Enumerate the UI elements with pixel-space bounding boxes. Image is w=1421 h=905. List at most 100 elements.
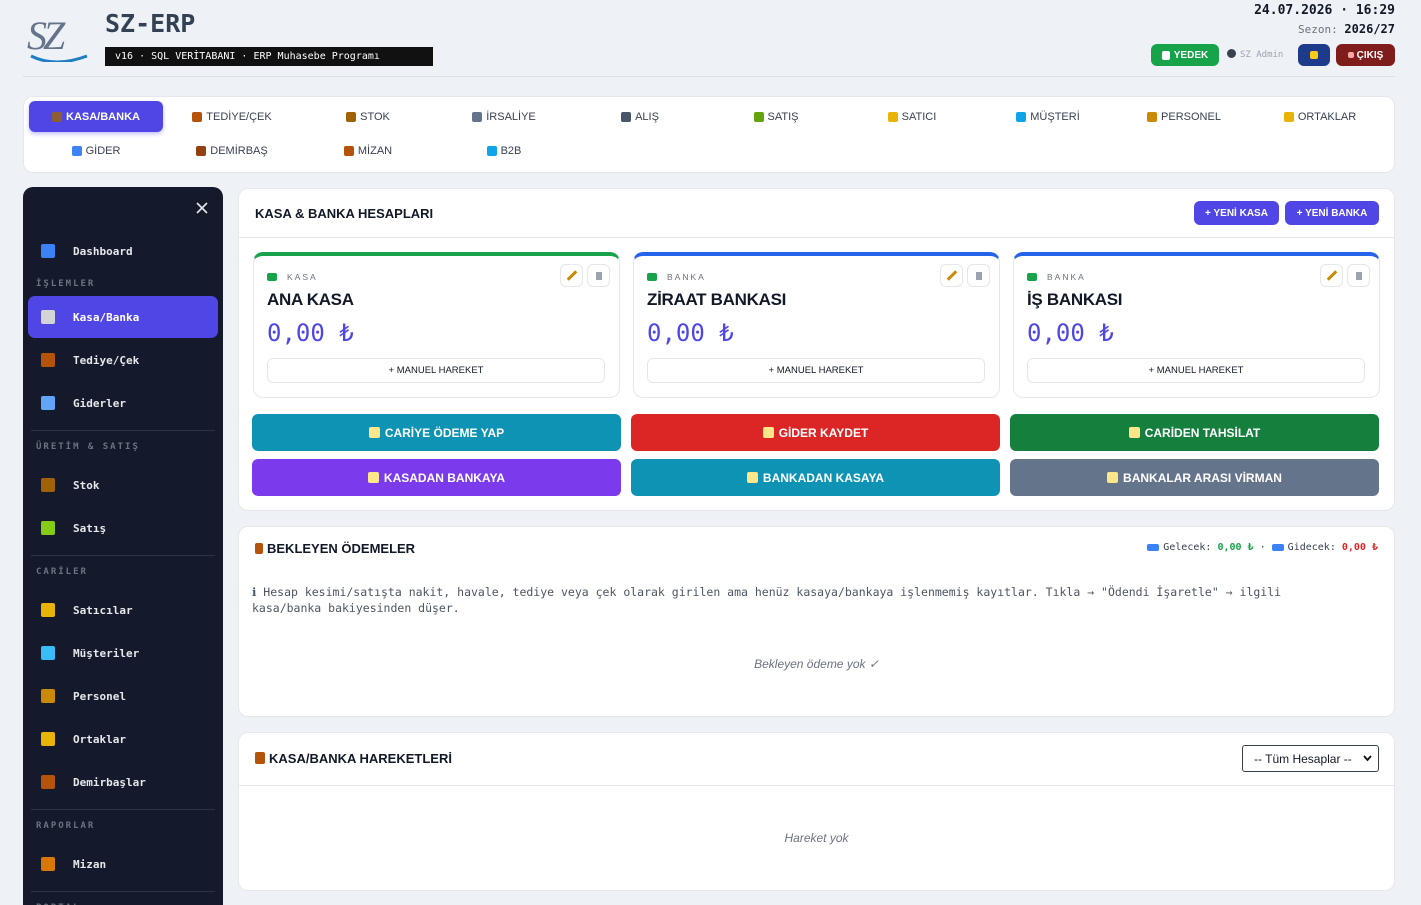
module-tab[interactable]: DEMİRBAŞ [165, 135, 299, 166]
filter-value: -- Tüm Hesaplar -- [1254, 751, 1352, 766]
action-button[interactable]: CARİDEN TAHSİLAT [1010, 414, 1379, 451]
icon [192, 111, 203, 122]
module-tab[interactable]: İRSALİYE [437, 101, 571, 132]
module-tab[interactable]: B2B [437, 135, 571, 166]
module-tab[interactable]: ORTAKLAR [1253, 101, 1387, 132]
edit-button[interactable] [1320, 264, 1343, 287]
edit-button[interactable] [940, 264, 963, 287]
icon [621, 111, 632, 122]
sidebar-item[interactable]: Dashboard [28, 230, 218, 272]
pending-info: ℹ Hesap kesimi/satışta nakit, havale, te… [252, 585, 1282, 615]
icon [71, 145, 82, 156]
sidebar-item[interactable]: Kasa/Banka [28, 296, 218, 338]
edit-button[interactable] [560, 264, 583, 287]
action-button[interactable]: CARİYE ÖDEME YAP [252, 414, 621, 451]
module-tab[interactable]: STOK [301, 101, 435, 132]
action-button[interactable]: BANKADAN KASAYA [631, 459, 1000, 496]
account-name: ANA KASA [267, 290, 354, 309]
pending-title: BEKLEYEN ÖDEMELER [267, 541, 416, 556]
tab-label: KASA/BANKA [66, 110, 140, 123]
sidebar-item[interactable]: Demirbaşlar [28, 761, 218, 803]
sidebar-item[interactable]: Satış [28, 507, 218, 549]
logo-text: SZ [27, 13, 65, 58]
module-tabs: KASA/BANKA TEDİYE/ÇEK STOK İRSALİYE ALIŞ SATI… [23, 96, 1395, 173]
backup-button[interactable]: YEDEK [1151, 44, 1219, 66]
sidebar-item-label: Demirbaşlar [73, 775, 146, 789]
delete-button[interactable] [967, 264, 990, 287]
lock-button[interactable] [1298, 44, 1330, 66]
manual-transaction-button[interactable]: + MANUEL HAREKET [267, 358, 605, 383]
sidebar-item[interactable]: Mizan [28, 843, 218, 885]
icon [41, 646, 55, 660]
account-type-label: KASA [287, 272, 318, 282]
icon [647, 273, 657, 281]
manual-transaction-button[interactable]: + MANUEL HAREKET [1027, 358, 1365, 383]
sidebar-section-title: ÜRETİM & SATIŞ [31, 430, 215, 464]
sidebar-item[interactable]: Ortaklar [28, 718, 218, 760]
icon [486, 145, 497, 156]
module-tab[interactable]: KASA/BANKA [29, 101, 163, 132]
account-filter[interactable]: -- Tüm Hesaplar -- [1242, 745, 1379, 772]
action-label: BANKADAN KASAYA [762, 470, 885, 485]
user-badge: SZ Admin [1227, 49, 1283, 60]
pending-totals: Gelecek: 0,00 ₺ · Gidecek: 0,00 ₺ [1147, 542, 1378, 553]
action-label: CARİYE ÖDEME YAP [384, 425, 505, 440]
sidebar-item[interactable]: Satıcılar [28, 589, 218, 631]
icon [887, 111, 898, 122]
incoming-icon [1147, 544, 1160, 551]
module-tab[interactable]: PERSONEL [1117, 101, 1251, 132]
movements-title: KASA/BANKA HAREKETLERİ [269, 751, 452, 766]
module-tab[interactable]: GİDER [29, 135, 163, 166]
icon [753, 111, 764, 122]
action-button[interactable]: BANKALAR ARASI VİRMAN [1010, 459, 1379, 496]
icon [367, 472, 379, 483]
action-button[interactable]: KASADAN BANKAYA [252, 459, 621, 496]
manual-transaction-button[interactable]: + MANUEL HAREKET [647, 358, 985, 383]
account-type-label: BANKA [1047, 272, 1086, 282]
header-divider [23, 76, 1395, 77]
totals-separator: · [1259, 542, 1266, 553]
module-tab[interactable]: TEDİYE/ÇEK [165, 101, 299, 132]
datetime: 24.07.2026 · 16:29 [1254, 3, 1395, 18]
pending-empty: Bekleyen ödeme yok ✓ [754, 657, 879, 671]
tab-label: MİZAN [357, 144, 393, 157]
sidebar-item-label: Mizan [73, 857, 107, 871]
backup-icon [1161, 50, 1170, 60]
module-tab[interactable]: MİZAN [301, 135, 435, 166]
logout-button[interactable]: ÇIKIŞ [1336, 44, 1395, 66]
module-tab[interactable]: MÜŞTERİ [981, 101, 1115, 132]
sidebar-item[interactable]: Stok [28, 464, 218, 506]
icon [368, 427, 380, 438]
delete-button[interactable] [1347, 264, 1370, 287]
module-tab[interactable]: SATIŞ [709, 101, 843, 132]
tab-label: ALIŞ [635, 110, 659, 123]
sidebar-close[interactable] [196, 202, 208, 214]
tab-label: İRSALİYE [486, 110, 536, 123]
module-tab[interactable]: ALIŞ [573, 101, 707, 132]
action-button[interactable]: GİDER KAYDET [631, 414, 1000, 451]
delete-button[interactable] [587, 264, 610, 287]
sidebar-item-label: Satıcılar [73, 603, 133, 617]
sidebar-item-label: Müşteriler [73, 646, 140, 660]
sidebar-item[interactable]: Tediye/Çek [28, 339, 218, 381]
new-bank-button[interactable]: + YENİ BANKA [1285, 201, 1379, 225]
sidebar-item[interactable]: Müşteriler [28, 632, 218, 674]
delete-icon [595, 271, 602, 280]
pending-panel: BEKLEYEN ÖDEMELER Gelecek: 0,00 ₺ · Gide… [238, 526, 1395, 717]
sidebar-section-title: İŞLEMLER [36, 279, 96, 289]
outgoing-value: 0,00 ₺ [1341, 542, 1378, 553]
module-tab[interactable]: SATICI [845, 101, 979, 132]
account-card: BANKA İŞ BANKASI 0,00 ₺ + MANUEL HAREKET [1013, 252, 1380, 398]
delete-icon [1355, 271, 1362, 280]
user-icon [1227, 49, 1236, 58]
account-balance: 0,00 ₺ [267, 319, 354, 347]
action-label: BANKALAR ARASI VİRMAN [1123, 470, 1282, 485]
icon [41, 353, 55, 367]
tab-label: SATIŞ [767, 110, 799, 123]
sidebar-item[interactable]: Giderler [28, 382, 218, 424]
icon [472, 111, 483, 122]
sidebar-item[interactable]: Personel [28, 675, 218, 717]
new-cash-button[interactable]: + YENİ KASA [1194, 201, 1279, 225]
